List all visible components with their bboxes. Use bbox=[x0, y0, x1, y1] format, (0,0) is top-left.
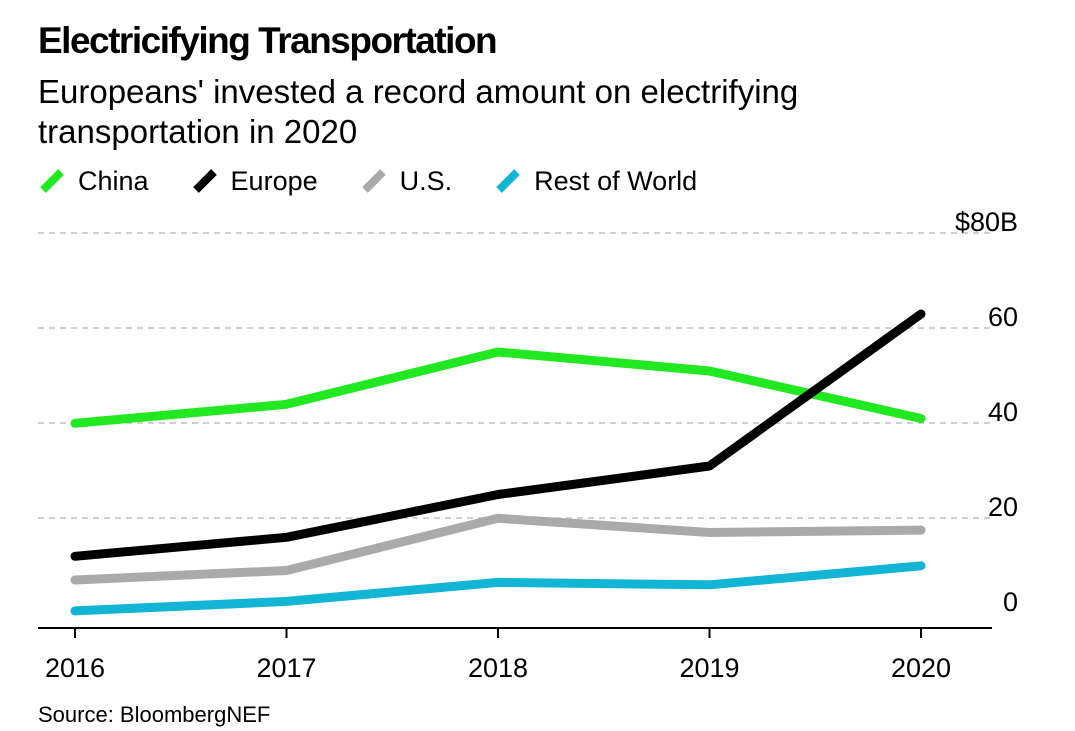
legend-label-rest-of-world: Rest of World bbox=[534, 165, 698, 196]
legend-swatch-china bbox=[40, 169, 64, 193]
x-tick-label-2020: 2020 bbox=[891, 653, 951, 683]
y-tick-label-40: 40 bbox=[988, 397, 1018, 427]
legend-item-u-s: U.S. bbox=[360, 165, 453, 197]
chart-title: Electricifying Transportation bbox=[38, 20, 498, 61]
x-tick-label-2018: 2018 bbox=[468, 653, 528, 683]
legend-swatch-rest-of-world bbox=[496, 169, 520, 193]
legend-swatch-u-s bbox=[361, 169, 386, 193]
y-tick-label-20: 20 bbox=[988, 492, 1018, 522]
series-line-europe bbox=[70, 309, 926, 561]
legend-item-china: China bbox=[38, 166, 149, 197]
legend-item-rest-of-world: Rest of World bbox=[494, 166, 697, 197]
y-tick-label-0: 0 bbox=[1003, 587, 1018, 617]
x-tick-label-2019: 2019 bbox=[679, 653, 739, 683]
legend-item-europe: Europe bbox=[191, 166, 318, 197]
series-line-rest-of-world bbox=[70, 561, 926, 616]
legend-label-china: China bbox=[78, 165, 149, 196]
series-line-china bbox=[70, 347, 926, 428]
chart-subtitle: Europeans' invested a record amount on e… bbox=[38, 73, 799, 150]
legend-label-europe: Europe bbox=[230, 165, 318, 196]
legend-swatch-europe bbox=[192, 169, 217, 193]
source-note: Source: BloombergNEF bbox=[38, 702, 271, 727]
x-tick-label-2017: 2017 bbox=[256, 653, 316, 683]
y-tick-label-80: $80B bbox=[955, 207, 1018, 237]
y-tick-label-60: 60 bbox=[988, 302, 1018, 332]
series-line-u-s bbox=[70, 513, 926, 585]
legend-label-u-s: U.S. bbox=[399, 165, 453, 196]
chart-legend: China Europe U.S. Rest of World bbox=[38, 164, 739, 198]
x-tick-label-2016: 2016 bbox=[45, 653, 105, 683]
line-chart: 0 20 40 60 $80B 2016 2017 2018 2019 2020 bbox=[38, 207, 1018, 683]
